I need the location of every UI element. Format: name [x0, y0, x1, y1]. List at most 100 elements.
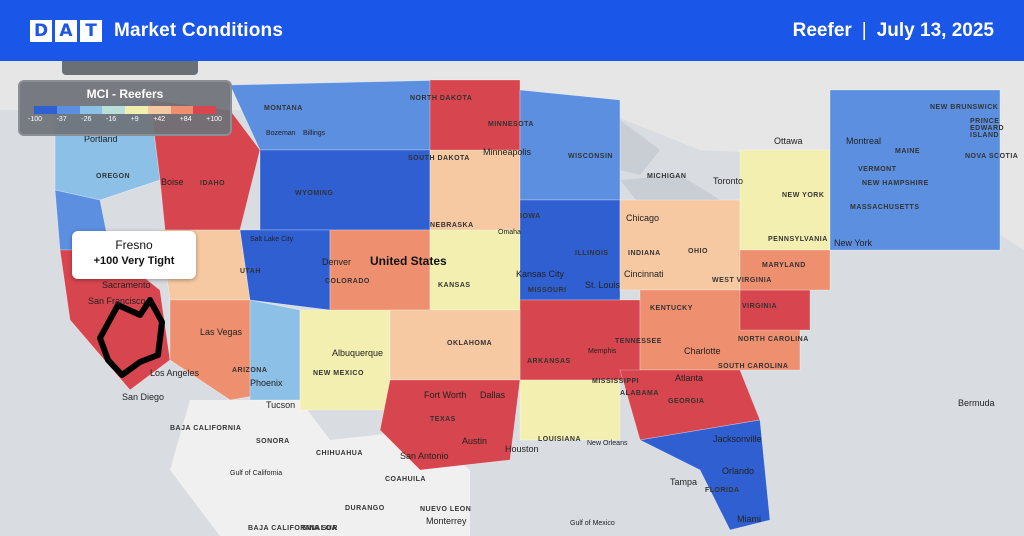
region-label: WEST VIRGINIA — [712, 277, 772, 284]
callout-market-name: Fresno — [115, 238, 153, 252]
city-label: Tampa — [670, 477, 698, 487]
region-label: OREGON — [96, 173, 131, 180]
city-label: Phoenix — [250, 378, 283, 388]
city-label: Bozeman — [266, 130, 296, 137]
city-label: Cincinnati — [624, 269, 664, 279]
market-callout[interactable]: Fresno +100 Very Tight — [72, 231, 196, 279]
legend-tick: +42 — [153, 116, 166, 123]
date-label: July 13, 2025 — [876, 19, 994, 41]
city-label: Billings — [303, 130, 326, 137]
city-label: Los Angeles — [150, 368, 200, 378]
city-label: Sacramento — [102, 280, 151, 290]
city-label: San Antonio — [400, 451, 449, 461]
region-label: PRINCE EDWARD ISLAND — [970, 118, 1005, 139]
region-label: NEBRASKA — [430, 222, 474, 229]
city-label: Orlando — [722, 466, 755, 476]
region-label: SOUTH DAKOTA — [408, 155, 470, 162]
region-label: MAINE — [895, 148, 921, 155]
region-label: NEW MEXICO — [313, 370, 364, 377]
legend-collapsed-strip — [62, 61, 198, 75]
legend-swatch — [102, 106, 125, 114]
header-meta: Reefer | July 13, 2025 — [793, 0, 994, 61]
region-label: MASSACHUSETTS — [850, 204, 920, 211]
region-label: UTAH — [240, 268, 261, 275]
logo-letter: D — [30, 19, 52, 42]
legend-swatch — [147, 106, 171, 114]
city-label: Monterrey — [426, 516, 467, 526]
city-label: Dallas — [480, 390, 506, 400]
region-label: NEW YORK — [782, 192, 825, 199]
city-label: Boise — [161, 177, 184, 187]
region-label: NORTH DAKOTA — [410, 95, 473, 102]
logo-letter: A — [55, 19, 77, 42]
city-label: Salt Lake City — [250, 236, 294, 243]
city-label: San Diego — [122, 392, 165, 402]
region-label: WYOMING — [295, 190, 334, 197]
region-label: VIRGINIA — [742, 303, 778, 310]
city-label: Houston — [505, 444, 539, 454]
region-label: IOWA — [520, 213, 541, 220]
region-label: MISSOURI — [528, 287, 567, 294]
city-label: Toronto — [713, 176, 744, 186]
water-label: Gulf of California — [230, 470, 283, 477]
city-label: Fort Worth — [424, 390, 467, 400]
city-label: Las Vegas — [200, 327, 243, 337]
region-label: NORTH CAROLINA — [738, 336, 809, 343]
city-label: Portland — [84, 134, 118, 144]
legend-tick: -37 — [56, 116, 67, 123]
region-label: NEW BRUNSWICK — [930, 104, 999, 111]
separator: | — [861, 19, 867, 41]
dat-logo: D A T — [30, 19, 102, 42]
page-title: Market Conditions — [114, 19, 284, 41]
city-label: New Orleans — [587, 440, 628, 447]
city-label: Montreal — [846, 136, 882, 146]
region-label: MONTANA — [264, 105, 303, 112]
region-label: INDIANA — [628, 250, 661, 257]
region-label: NUEVO LEON — [420, 506, 472, 513]
legend-tick: -26 — [81, 116, 92, 123]
city-label: Denver — [322, 257, 352, 267]
region-label: ARIZONA — [232, 367, 268, 374]
city-label: Minneapolis — [483, 147, 532, 157]
region-label: TENNESSEE — [615, 338, 662, 345]
region-label: BAJA CALIFORNIA — [170, 425, 242, 432]
region-label: NOVA SCOTIA — [965, 153, 1019, 160]
legend-title: MCI - Reefers — [86, 87, 164, 101]
legend-tick: +100 — [206, 116, 222, 123]
city-label: San Francisco — [88, 296, 146, 306]
city-label: Kansas City — [516, 269, 565, 279]
region-label: COLORADO — [325, 278, 370, 285]
region-label: VERMONT — [858, 166, 897, 173]
legend-ticks: -100 -37 -26 -16 +9 +42 +84 +100 — [28, 116, 222, 123]
region-label: FLORIDA — [705, 487, 740, 494]
region-label: GEORGIA — [668, 398, 705, 405]
header-bar: D A T Market Conditions Reefer | July 13… — [0, 0, 1024, 61]
legend-swatch — [170, 106, 194, 114]
region-label: MINNESOTA — [488, 121, 534, 128]
city-label: Austin — [462, 436, 488, 446]
legend-swatch — [56, 106, 80, 114]
legend-swatch — [125, 106, 148, 114]
city-label: Atlanta — [675, 373, 704, 383]
region-label: WISCONSIN — [568, 153, 613, 160]
region-label: MARYLAND — [762, 262, 806, 269]
region-label: IDAHO — [200, 180, 226, 187]
city-label: St. Louis — [585, 280, 621, 290]
region-label: ILLINOIS — [575, 250, 609, 257]
city-label: Charlotte — [684, 346, 721, 356]
city-label: Bermuda — [958, 398, 995, 408]
city-label: Miami — [737, 514, 761, 524]
legend-tick: -100 — [28, 116, 43, 123]
region-label: KENTUCKY — [650, 305, 693, 312]
region-label: ARKANSAS — [527, 358, 571, 365]
region-label: MISSISSIPPI — [592, 378, 640, 385]
equipment-label: Reefer — [792, 19, 852, 41]
legend-swatch — [193, 106, 216, 114]
city-label: Chicago — [626, 213, 660, 223]
region-label: SONORA — [256, 438, 290, 445]
city-label: New York — [834, 238, 873, 248]
callout-market-value: +100 Very Tight — [93, 255, 175, 267]
legend-color-bar — [34, 106, 216, 114]
mci-legend: MCI - Reefers -100 -37 -26 -16 +9 +42 +8… — [18, 80, 232, 136]
region-label: PENNSYLVANIA — [768, 236, 828, 243]
